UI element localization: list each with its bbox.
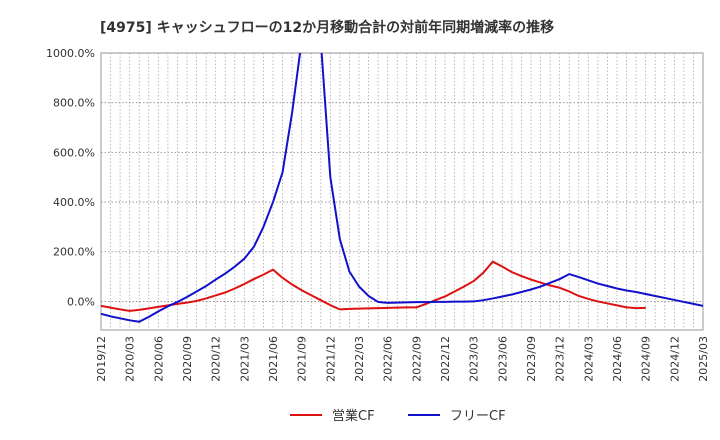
x-tick-label: 2020/09	[181, 336, 194, 382]
legend: 営業CF フリーCF	[290, 408, 506, 424]
legend-label: フリーCF	[450, 409, 506, 424]
x-tick-label: 2020/12	[210, 336, 223, 382]
x-tick-label: 2021/09	[296, 336, 309, 382]
x-tick-label: 2020/06	[152, 336, 165, 382]
series-line-free-cf	[101, 53, 703, 323]
x-axis-ticks: 2019/12 2020/03 2020/06 2020/09 2020/12 2021/…	[95, 336, 710, 382]
x-tick-label: 2023/06	[496, 336, 509, 382]
plot-area	[100, 52, 704, 331]
x-tick-label: 2019/12	[95, 336, 108, 382]
y-tick-label: 400.0%	[53, 196, 95, 209]
x-tick-label: 2024/12	[668, 336, 681, 382]
y-tick-label: 800.0%	[53, 97, 95, 110]
x-tick-label: 2022/06	[382, 336, 395, 382]
x-tick-label: 2023/12	[554, 336, 567, 382]
chart-title: [4975] キャッシュフローの12か月移動合計の対前年同期増減率の推移	[100, 19, 554, 36]
x-tick-label: 2022/12	[439, 336, 452, 382]
y-tick-label: 1000.0%	[46, 47, 95, 60]
x-tick-label: 2022/03	[353, 336, 366, 382]
x-tick-label: 2023/09	[525, 336, 538, 382]
x-tick-label: 2025/03	[697, 336, 710, 382]
x-tick-label: 2021/06	[267, 336, 280, 382]
x-tick-label: 2024/09	[640, 336, 653, 382]
series-group	[101, 53, 703, 323]
x-tick-label: 2023/03	[468, 336, 481, 382]
series-line-operating-cf	[101, 260, 646, 312]
y-tick-label: 200.0%	[53, 246, 95, 259]
x-tick-label: 2024/06	[611, 336, 624, 382]
y-tick-label: 0.0%	[67, 295, 95, 308]
x-tick-label: 2021/12	[324, 336, 337, 382]
x-tick-label: 2021/03	[238, 336, 251, 382]
y-axis-ticks: 1000.0% 800.0% 600.0% 400.0% 200.0% 0.0%	[46, 47, 95, 308]
legend-label: 営業CF	[332, 408, 375, 424]
y-tick-label: 600.0%	[53, 146, 95, 159]
x-tick-label: 2024/03	[582, 336, 595, 382]
x-tick-label: 2020/03	[124, 336, 137, 382]
x-tick-label: 2022/09	[410, 336, 423, 382]
